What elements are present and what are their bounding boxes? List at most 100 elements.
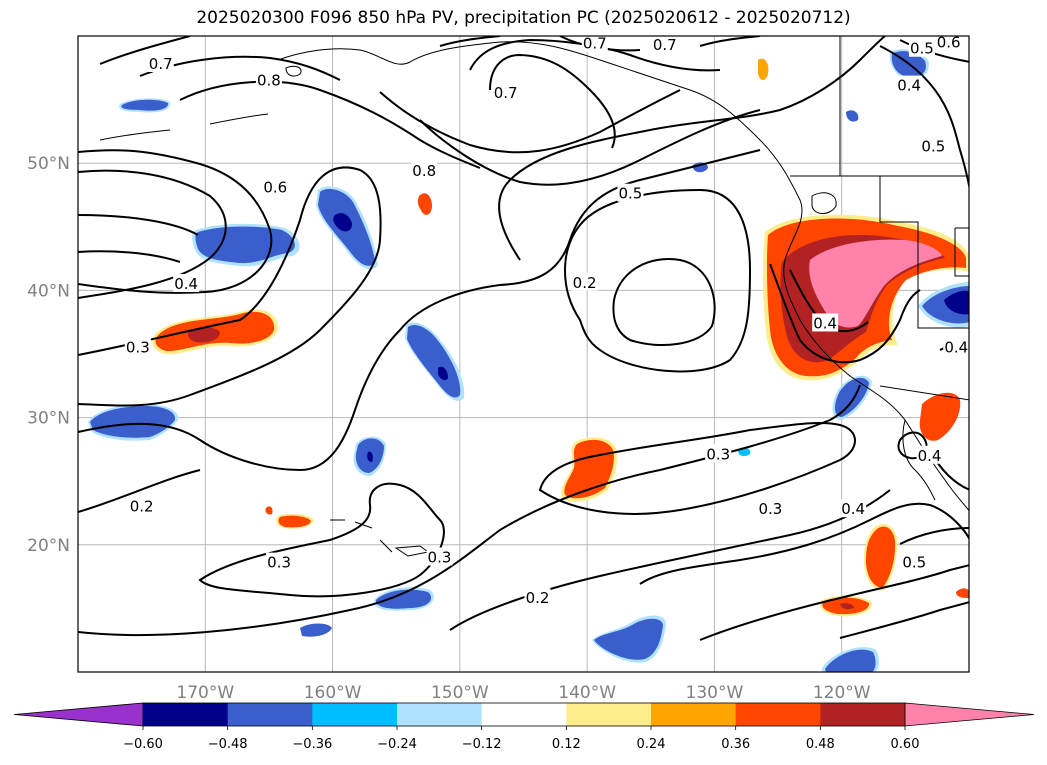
lon-tick-label: 160°W	[304, 683, 362, 703]
contour-label-bg	[147, 53, 174, 72]
pv-contour	[179, 80, 481, 169]
precip-positive-region	[956, 588, 969, 598]
lon-tick-label: 170°W	[176, 683, 234, 703]
precip-positive-region	[919, 392, 961, 441]
colorbar-tick-label: −0.12	[462, 737, 502, 752]
colorbar-extend-max	[904, 702, 1035, 727]
precip-positive-region	[758, 58, 769, 80]
pv-contour	[489, 53, 616, 149]
colorbar-tick-label: −0.60	[123, 737, 163, 752]
contour-label-bg	[896, 75, 923, 94]
contour-label: 0.6	[263, 178, 287, 196]
precip-negative-region	[846, 110, 859, 122]
contour-label-bg	[124, 337, 151, 356]
colorbar-segment	[227, 703, 313, 726]
precip-negative-region	[90, 406, 176, 438]
contour-label: 0.4	[918, 447, 942, 465]
contour-label-bg	[705, 444, 732, 463]
precip-negative-region	[333, 213, 352, 232]
pv-contour	[699, 564, 969, 641]
pv-contour	[449, 489, 891, 631]
contour-label-bg	[581, 33, 608, 52]
contour-label: 0.3	[267, 554, 291, 572]
contour-label: 0.7	[494, 84, 518, 102]
contour-label: 0.4	[841, 500, 865, 518]
contour-label-bg	[651, 34, 678, 53]
colorbar-segment	[735, 703, 821, 726]
lat-tick-label: 50°N	[27, 154, 70, 174]
border-line	[879, 176, 969, 329]
contour-label-bg	[128, 496, 155, 515]
colorbar: −0.60 −0.48 −0.36 −0.24 −0.12 0.12 0.24 0.36 0.4…	[13, 702, 1035, 752]
pv-contour	[78, 469, 201, 513]
contour-label-bg	[255, 70, 282, 89]
contour-label-bg	[935, 32, 962, 51]
colorbar-tick-label: −0.36	[292, 737, 332, 752]
lon-tick-label: 150°W	[431, 683, 489, 703]
contour-label-bg	[266, 552, 293, 571]
contour-label-bg	[840, 499, 867, 518]
pv-contour	[879, 45, 969, 191]
contour-label: 0.5	[910, 40, 934, 58]
precip-negative-region	[121, 99, 169, 111]
pv-contour	[78, 169, 227, 299]
coastline	[99, 113, 269, 141]
contour-label-bg	[173, 274, 200, 293]
contour-label: 0.4	[813, 314, 837, 332]
colorbar-tick-label: 0.24	[637, 737, 666, 752]
colorbar-tick-label: 0.60	[891, 737, 920, 752]
contour-label: 0.2	[526, 589, 550, 607]
contour-label: 0.3	[706, 445, 730, 463]
precip-negative-region	[834, 377, 869, 417]
pv-contour	[769, 263, 921, 364]
lat-tick-label: 20°N	[27, 536, 70, 556]
pv-contour	[612, 258, 716, 346]
pv-contour	[78, 166, 382, 407]
precip-negative-region	[300, 623, 332, 637]
contour-label-bg	[492, 83, 519, 102]
colorbar-segment	[143, 703, 229, 726]
contour-label-bg	[920, 136, 947, 155]
pv-contour	[899, 527, 969, 545]
border-line	[954, 227, 969, 277]
pv-contour	[99, 36, 191, 65]
contour-label-bg	[901, 552, 928, 571]
contour-label: 0.3	[428, 549, 452, 567]
lon-tick-label: 140°W	[558, 683, 616, 703]
contour-label: 0.7	[583, 35, 607, 53]
pv-contour	[78, 384, 861, 637]
colorbar-tick-label: 0.36	[721, 737, 750, 752]
pv-contour	[198, 482, 445, 598]
pv-contour	[564, 188, 752, 373]
lat-tick-label: 40°N	[27, 281, 70, 301]
precip-negative-region	[195, 226, 295, 264]
pv-contour	[639, 502, 969, 585]
contour-label: 0.7	[653, 36, 677, 54]
colorbar-extend-min	[13, 702, 144, 727]
lon-tick-label: 120°W	[813, 683, 871, 703]
precip-negative-region	[375, 589, 432, 609]
contour-label: 0.8	[412, 162, 436, 180]
precip-negative-region	[825, 649, 876, 672]
pv-contour	[419, 109, 761, 186]
contour-label: 0.7	[149, 55, 173, 73]
colorbar-outline	[142, 702, 906, 727]
precip-negative-region	[944, 290, 969, 315]
contour-label: 0.3	[126, 339, 150, 357]
contour-label-bg	[908, 38, 935, 57]
contour-label: 0.4	[944, 339, 968, 357]
colorbar-segment	[651, 703, 737, 726]
precip-negative-region	[438, 366, 448, 381]
coastline	[330, 519, 430, 557]
contour-label-bg	[617, 183, 644, 202]
contour-label: 0.6	[937, 33, 961, 51]
colorbar-segment	[481, 703, 567, 726]
colorbar-tick-label: 0.12	[552, 737, 581, 752]
pv-contour	[839, 601, 969, 639]
coastline	[811, 192, 837, 214]
contour-label: 0.3	[759, 500, 783, 518]
colorbar-tick-label: −0.48	[208, 737, 248, 752]
contour-label: 0.5	[618, 185, 642, 203]
pv-contour	[498, 36, 886, 261]
